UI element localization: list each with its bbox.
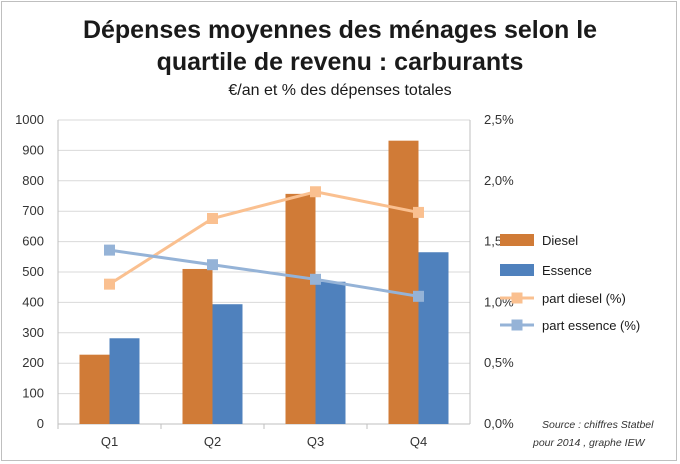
series-line-part-essence [109,248,419,298]
legend-label: part essence (%) [542,318,640,333]
x-tick-label: Q4 [410,434,427,449]
y-left-tick-label: 900 [22,142,44,157]
y-left-tick-label: 300 [22,325,44,340]
bar-diesel [285,193,316,424]
legend-marker-part-diesel [511,292,523,304]
x-tick-label: Q3 [307,434,324,449]
source-note-line2: pour 2014 , graphe IEW [532,437,646,449]
bar-essence [315,281,346,424]
y-right-tick-label: 2,0% [484,173,514,188]
chart-title-line1: Dépenses moyennes des ménages selon le [82,16,598,44]
y-left-tick-label: 200 [22,355,44,370]
line-point-part-essence [310,273,321,285]
source-note-line1: Source : chiffres Statbel [542,419,654,431]
y-right-tick-label: 0,5% [484,355,514,370]
bar-diesel [388,140,419,424]
bar-essence [109,338,140,424]
legend-swatch-diesel [500,234,534,246]
legend-label: part diesel (%) [542,291,626,306]
chart-title-line2: quartile de revenu : carburants [156,48,524,76]
y-left-tick-label: 0 [37,416,44,431]
line-point-part-diesel [207,212,218,224]
y-left-tick-label: 1000 [15,112,44,127]
line-point-part-essence [413,290,424,302]
bar-essence [212,304,243,424]
line-point-part-diesel [104,278,115,290]
line-point-part-diesel [413,206,424,218]
line-point-part-essence [207,259,218,271]
bar-diesel [182,268,213,424]
chart-subtitle: €/an et % des dépenses totales [228,82,452,99]
legend-label: Essence [542,263,592,278]
bar-diesel [79,354,110,424]
legend-swatch-essence [500,264,534,276]
y-left-tick-label: 400 [22,294,44,309]
y-left-tick-label: 700 [22,203,44,218]
series-line-part-diesel [108,190,419,286]
y-left-tick-label: 800 [22,173,44,188]
y-left-tick-label: 100 [22,386,44,401]
x-tick-label: Q1 [101,434,118,449]
line-point-part-diesel [310,186,321,198]
line-point-part-essence [104,244,115,256]
legend-label: Diesel [542,233,578,248]
y-right-tick-label: 2,5% [484,112,514,127]
y-left-tick-label: 600 [22,234,44,249]
y-left-tick-label: 500 [22,264,44,279]
y-right-tick-label: 0,0% [484,416,514,431]
legend-marker-part-essence [511,319,523,331]
bar-essence [418,252,449,424]
x-tick-label: Q2 [204,434,221,449]
